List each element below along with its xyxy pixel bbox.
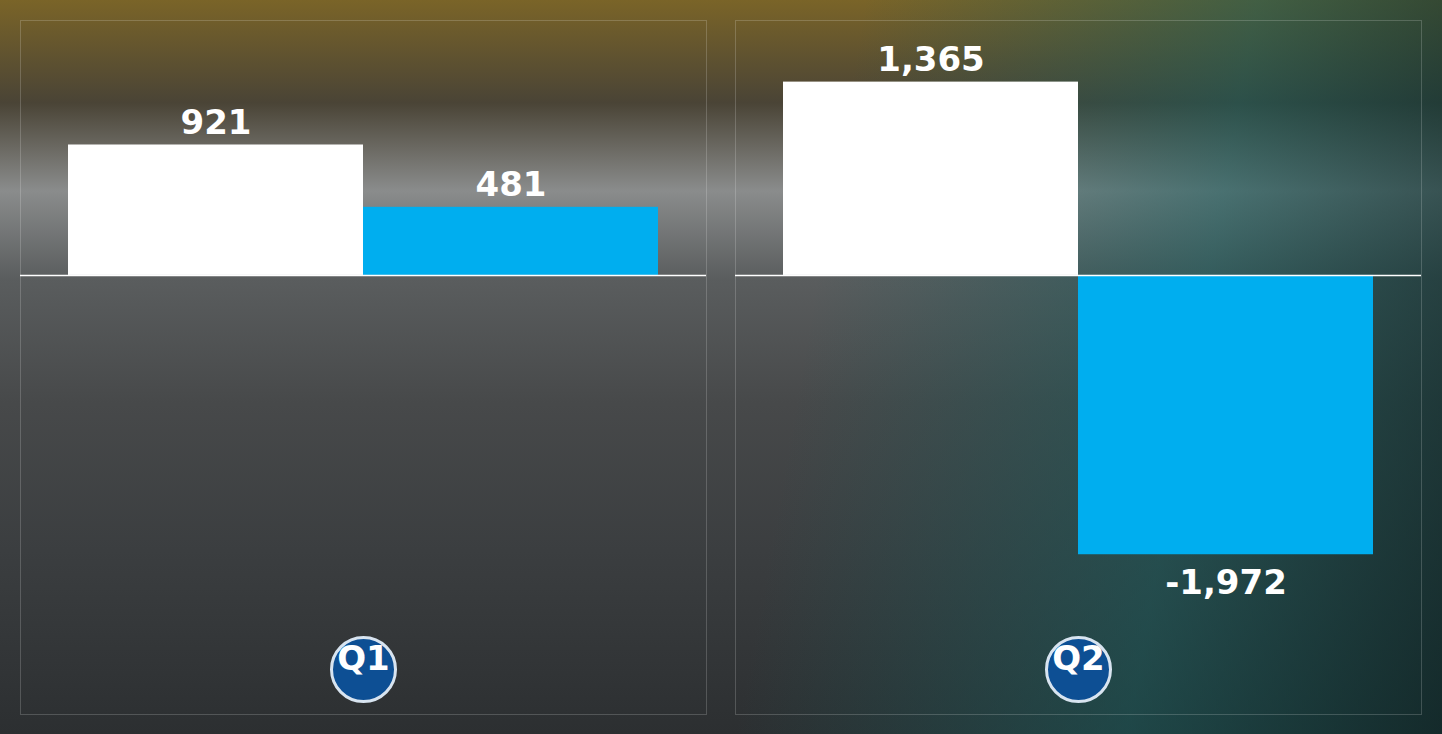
svg-text:481: 481 — [476, 164, 547, 204]
svg-text:1,365: 1,365 — [877, 39, 985, 79]
svg-text:Q2: Q2 — [1052, 638, 1105, 678]
svg-text:-1,972: -1,972 — [1165, 562, 1287, 602]
svg-text:921: 921 — [181, 102, 252, 142]
svg-text:Q1: Q1 — [337, 638, 390, 678]
